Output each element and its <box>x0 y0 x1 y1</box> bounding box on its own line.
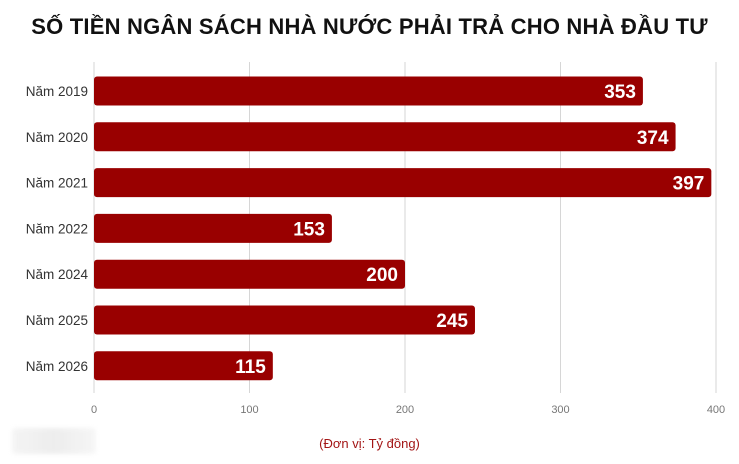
category-label: Năm 2022 <box>26 221 88 236</box>
category-label: Năm 2024 <box>26 267 89 282</box>
bar <box>94 305 475 335</box>
category-label: Năm 2025 <box>26 313 88 328</box>
bar <box>94 351 273 381</box>
bar <box>94 259 405 289</box>
bar <box>94 168 712 198</box>
data-label: 200 <box>366 265 398 286</box>
unit-note: (Đơn vị: Tỷ đồng) <box>319 436 420 451</box>
data-label: 153 <box>293 219 325 240</box>
x-tick-label: 0 <box>91 404 97 416</box>
category-label: Năm 2020 <box>26 130 88 145</box>
data-label: 115 <box>235 357 266 378</box>
category-label: Năm 2021 <box>26 176 88 191</box>
bar <box>94 122 676 152</box>
data-label: 397 <box>673 174 705 195</box>
bar <box>94 76 643 106</box>
blurred-watermark <box>12 428 96 454</box>
chart-title: SỐ TIỀN NGÂN SÁCH NHÀ NƯỚC PHẢI TRẢ CHO … <box>31 14 708 39</box>
category-label: Năm 2026 <box>26 359 88 374</box>
x-tick-label: 400 <box>707 404 725 416</box>
x-tick-label: 100 <box>240 404 258 416</box>
x-tick-label: 300 <box>551 404 569 416</box>
data-label: 245 <box>436 311 468 332</box>
data-label: 353 <box>604 82 636 103</box>
x-tick-label: 200 <box>396 404 414 416</box>
category-label: Năm 2019 <box>26 84 88 99</box>
data-label: 374 <box>637 128 669 149</box>
bar <box>94 213 332 243</box>
